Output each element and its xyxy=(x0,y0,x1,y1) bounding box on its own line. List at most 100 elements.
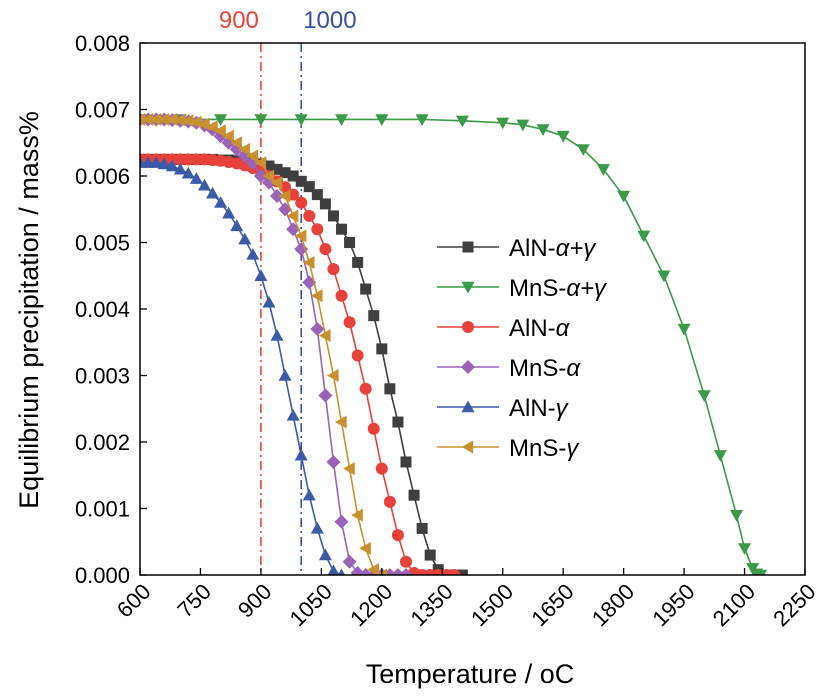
data-point-5-23 xyxy=(318,329,331,343)
data-point-0-36 xyxy=(424,549,436,561)
legend-label-1: MnS-α+γ xyxy=(509,275,608,302)
legend-label-suffix-5: γ xyxy=(566,435,580,462)
x-tick-label-9: 1950 xyxy=(647,579,699,631)
data-point-0-27 xyxy=(352,256,364,268)
data-point-0-17 xyxy=(271,163,283,175)
legend-label-suffix-4: γ xyxy=(556,395,570,422)
data-point-2-24 xyxy=(327,263,340,276)
data-point-1-22 xyxy=(738,543,752,555)
x-tick-label-5: 1350 xyxy=(406,579,458,631)
legend-entry-3: MnS-α xyxy=(437,355,581,382)
legend-entry-0: AlN-α+γ xyxy=(437,235,597,262)
data-point-1-16 xyxy=(637,230,651,243)
series-line-4 xyxy=(140,161,342,575)
data-point-4-8 xyxy=(197,178,211,191)
legend-marker-0 xyxy=(462,241,474,253)
legend-label-5: MnS-γ xyxy=(509,435,580,462)
legend-label-4: AlN-γ xyxy=(509,395,570,422)
data-point-4-4 xyxy=(165,159,179,172)
data-point-2-26 xyxy=(343,316,356,329)
data-point-5-27 xyxy=(351,508,363,522)
data-point-4-5 xyxy=(173,162,187,175)
data-point-1-3 xyxy=(254,114,268,126)
data-point-1-6 xyxy=(375,114,389,126)
data-point-1-9 xyxy=(496,117,510,130)
axes-layer: 0.000 0.001 0.002 0.003 0.004 0.005 0.006 0.007… xyxy=(75,31,821,631)
data-point-1-15 xyxy=(617,190,631,203)
data-point-3-15 xyxy=(253,169,268,183)
data-point-5-20 xyxy=(294,229,307,243)
data-point-0-30 xyxy=(376,343,388,355)
y-tick-label-6: 0.006 xyxy=(75,164,130,189)
data-point-3-23 xyxy=(318,388,333,403)
data-point-0-34 xyxy=(408,489,420,501)
data-point-1-7 xyxy=(415,114,429,126)
legend-label-suffix-0: α+γ xyxy=(556,235,598,262)
legend-entry-1: MnS-α+γ xyxy=(437,275,608,302)
y-tick-label-7: 0.007 xyxy=(75,98,130,123)
legend-label-name-3: MnS- xyxy=(509,355,566,382)
y-tick-label-3: 0.003 xyxy=(75,364,130,389)
data-point-1-11 xyxy=(536,124,550,136)
legend-label-name-5: MnS- xyxy=(509,435,566,462)
y-tick-label-5: 0.005 xyxy=(75,231,130,256)
data-point-0-19 xyxy=(287,170,299,182)
data-point-2-33 xyxy=(400,555,412,568)
data-point-5-2 xyxy=(149,112,162,126)
legend-marker-4 xyxy=(461,400,475,413)
data-point-0-22 xyxy=(311,189,323,201)
data-point-5-8 xyxy=(197,117,210,131)
series-line-3 xyxy=(140,118,406,575)
data-point-0-31 xyxy=(384,383,396,395)
data-point-1-18 xyxy=(677,323,691,336)
x-tick-label-11: 2250 xyxy=(768,579,820,631)
data-point-1-10 xyxy=(516,119,530,132)
data-point-5-1 xyxy=(141,112,154,126)
legend-label-suffix-2: α xyxy=(556,315,571,342)
plot-layer: 900 1000 xyxy=(140,7,768,575)
x-tick-label-10: 2100 xyxy=(708,579,760,631)
data-point-0-18 xyxy=(279,167,291,179)
data-point-3-17 xyxy=(270,188,285,203)
data-point-4-17 xyxy=(270,329,284,341)
data-point-0-21 xyxy=(303,181,315,193)
data-point-5-14 xyxy=(246,149,259,163)
x-axis-title-unit: oC xyxy=(540,659,575,689)
data-point-1-25 xyxy=(754,569,768,575)
data-point-1-17 xyxy=(657,270,671,283)
data-point-3-26 xyxy=(342,554,357,569)
data-point-0-24 xyxy=(327,210,339,222)
legend-label-suffix-1: α+γ xyxy=(566,275,608,302)
data-point-3-33 xyxy=(399,568,413,575)
y-tick-label-8: 0.008 xyxy=(75,31,130,56)
series-5 xyxy=(140,112,388,575)
legend-marker-5 xyxy=(461,440,474,454)
data-point-5-19 xyxy=(286,209,299,223)
data-point-5-18 xyxy=(278,189,291,203)
data-point-2-30 xyxy=(375,462,388,475)
legend-marker-2 xyxy=(462,321,474,333)
data-point-0-26 xyxy=(344,237,356,248)
series-4 xyxy=(140,156,346,575)
y-tick-label-2: 0.002 xyxy=(75,430,130,455)
legend-label-0: AlN-α+γ xyxy=(509,235,597,262)
data-point-5-3 xyxy=(157,112,170,126)
data-point-0-28 xyxy=(360,283,372,295)
data-point-0-25 xyxy=(336,223,348,235)
data-point-4-9 xyxy=(206,186,220,199)
data-point-4-15 xyxy=(254,269,268,281)
legend-label-name-0: AlN- xyxy=(509,235,556,262)
legend-label-3: MnS-α xyxy=(509,355,581,382)
data-point-5-9 xyxy=(206,120,218,134)
data-point-5-11 xyxy=(222,129,234,143)
x-tick-label-3: 1050 xyxy=(285,579,337,631)
plot-frame xyxy=(139,42,806,576)
x-tick-label-7: 1650 xyxy=(526,579,578,631)
data-point-4-20 xyxy=(294,448,308,461)
legend-label-suffix-3: α xyxy=(566,355,581,382)
data-point-4-6 xyxy=(181,166,195,179)
data-point-4-24 xyxy=(327,564,340,575)
legend-label-2: AlN-α xyxy=(509,315,571,342)
reference-label-1000: 1000 xyxy=(303,7,356,34)
